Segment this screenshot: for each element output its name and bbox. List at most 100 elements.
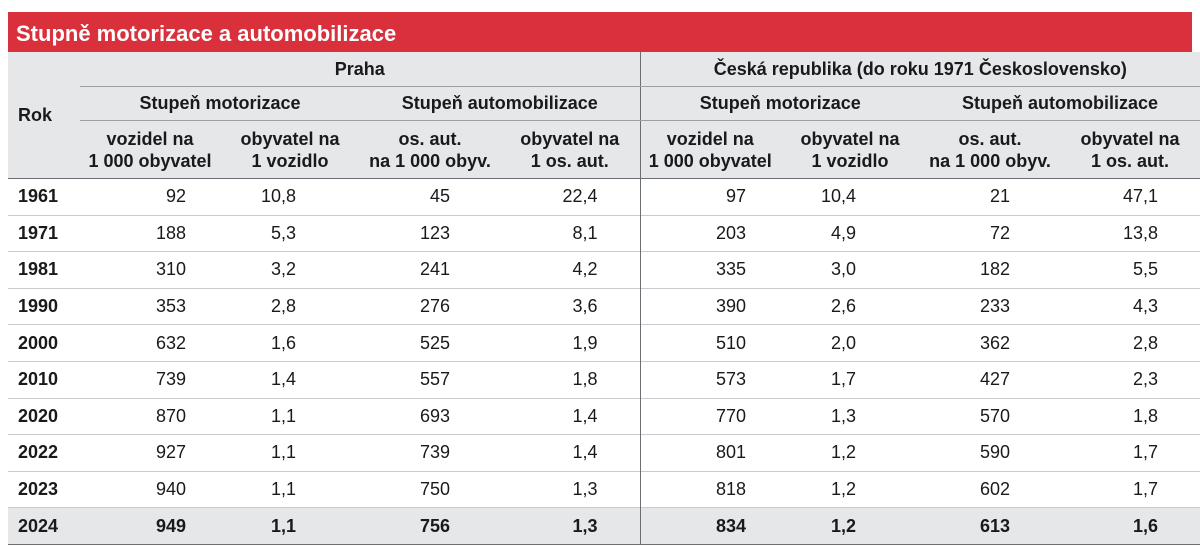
- table-cell: 123: [360, 214, 500, 252]
- row-year: 2024: [8, 507, 80, 545]
- table-cell: 801: [640, 434, 781, 472]
- table-cell: 72: [920, 214, 1061, 252]
- table-cell: 362: [920, 324, 1061, 362]
- column-header-line: vozidel na: [666, 128, 754, 149]
- row-year: 2010: [8, 360, 80, 399]
- table-cell: 739: [360, 434, 500, 472]
- column-header-line: vozidel na: [106, 128, 194, 149]
- header-group-praha-motorizace: Stupeň motorizace: [80, 86, 360, 121]
- column-header-line: 1 vozidlo: [811, 150, 889, 171]
- table-cell: 1,8: [1060, 397, 1200, 435]
- table-cell: 310: [80, 251, 220, 289]
- table-cell: 1,1: [220, 470, 360, 508]
- table-cell: 1,1: [220, 434, 360, 472]
- column-header-line: na 1 000 obyv.: [369, 150, 491, 171]
- table-cell: 2,0: [780, 324, 921, 362]
- row-year: 2022: [8, 434, 80, 472]
- table-row: 1971 188 5,3 123 8,1 203 4,9 72 13,8: [8, 214, 1200, 252]
- table-cell: 8,1: [500, 214, 641, 252]
- table-cell: 557: [360, 360, 500, 399]
- column-header: os. aut. na 1 000 obyv.: [920, 120, 1061, 179]
- table-cell: 1,8: [500, 360, 641, 399]
- table-cell: 1,4: [500, 434, 641, 472]
- table-cell: 693: [360, 397, 500, 435]
- row-year: 2023: [8, 470, 80, 508]
- column-header: vozidel na 1 000 obyvatel: [80, 120, 220, 179]
- table-cell: 613: [920, 507, 1061, 545]
- table-cell: 1,2: [780, 470, 921, 508]
- table-cell: 3,6: [500, 287, 641, 325]
- column-header: obyvatel na 1 os. aut.: [500, 120, 641, 179]
- table-cell: 4,3: [1060, 287, 1200, 325]
- table-cell: 92: [80, 178, 220, 216]
- row-year: 2000: [8, 324, 80, 362]
- table-cell: 1,7: [1060, 434, 1200, 472]
- table-cell: 1,7: [1060, 470, 1200, 508]
- header-group-cr-automobilizace: Stupeň automobilizace: [920, 86, 1200, 121]
- table-row: 1961 92 10,8 45 22,4 97 10,4 21 47,1: [8, 178, 1200, 216]
- table-title: Stupně motorizace a automobilizace: [8, 12, 1192, 52]
- table-cell: 1,2: [780, 434, 921, 472]
- table-cell: 203: [640, 214, 781, 252]
- table-row: 1990 353 2,8 276 3,6 390 2,6 233 4,3: [8, 287, 1200, 325]
- table-cell: 750: [360, 470, 500, 508]
- table-cell: 390: [640, 287, 781, 325]
- table-container: Stupně motorizace a automobilizace Rok P…: [8, 12, 1200, 545]
- table-row: 2024 949 1,1 756 1,3 834 1,2 613 1,6: [8, 507, 1200, 545]
- table-header: Rok Praha Česká republika (do roku 1971 …: [8, 52, 1200, 179]
- table-cell: 1,7: [780, 360, 921, 399]
- table-cell: 353: [80, 287, 220, 325]
- table-cell: 47,1: [1060, 178, 1200, 216]
- row-year: 1971: [8, 214, 80, 252]
- table-cell: 870: [80, 397, 220, 435]
- column-header-line: obyvatel na: [800, 128, 900, 149]
- table-row: 2010 739 1,4 557 1,8 573 1,7 427 2,3: [8, 360, 1200, 399]
- table-cell: 834: [640, 507, 781, 545]
- column-header-line: 1 vozidlo: [251, 150, 329, 171]
- table-cell: 927: [80, 434, 220, 472]
- row-year: 2020: [8, 397, 80, 435]
- table-cell: 949: [80, 507, 220, 545]
- column-header: obyvatel na 1 vozidlo: [780, 120, 921, 179]
- table-row: 1981 310 3,2 241 4,2 335 3,0 182 5,5: [8, 251, 1200, 289]
- column-header-line: obyvatel na: [1080, 128, 1180, 149]
- table-cell: 3,0: [780, 251, 921, 289]
- table-cell: 590: [920, 434, 1061, 472]
- table-cell: 525: [360, 324, 500, 362]
- table-cell: 1,1: [220, 397, 360, 435]
- table-cell: 5,3: [220, 214, 360, 252]
- table-cell: 3,2: [220, 251, 360, 289]
- table-cell: 2,8: [1060, 324, 1200, 362]
- table-cell: 818: [640, 470, 781, 508]
- column-header-line: os. aut.: [958, 128, 1022, 149]
- table-cell: 1,4: [500, 397, 641, 435]
- table-cell: 233: [920, 287, 1061, 325]
- column-header: obyvatel na 1 os. aut.: [1060, 120, 1200, 179]
- table-cell: 2,3: [1060, 360, 1200, 399]
- column-header-line: 1 os. aut.: [1091, 150, 1170, 171]
- table-cell: 335: [640, 251, 781, 289]
- data-table: Rok Praha Česká republika (do roku 1971 …: [8, 52, 1200, 545]
- table-cell: 1,4: [220, 360, 360, 399]
- column-header-line: obyvatel na: [240, 128, 340, 149]
- header-group-cr-motorizace: Stupeň motorizace: [640, 86, 921, 121]
- table-cell: 570: [920, 397, 1061, 435]
- table-cell: 97: [640, 178, 781, 216]
- table-row: 2000 632 1,6 525 1,9 510 2,0 362 2,8: [8, 324, 1200, 362]
- table-cell: 510: [640, 324, 781, 362]
- row-year: 1990: [8, 287, 80, 325]
- table-cell: 1,6: [220, 324, 360, 362]
- header-region-cr: Česká republika (do roku 1971 Českoslove…: [640, 52, 1200, 87]
- table-cell: 1,1: [220, 507, 360, 545]
- table-cell: 573: [640, 360, 781, 399]
- table-cell: 13,8: [1060, 214, 1200, 252]
- table-cell: 5,5: [1060, 251, 1200, 289]
- table-cell: 182: [920, 251, 1061, 289]
- table-cell: 45: [360, 178, 500, 216]
- table-cell: 241: [360, 251, 500, 289]
- table-cell: 276: [360, 287, 500, 325]
- table-body: 1961 92 10,8 45 22,4 97 10,4 21 47,1 1971 188 5,3 12…: [8, 178, 1200, 545]
- table-cell: 2,8: [220, 287, 360, 325]
- table-row: 2023 940 1,1 750 1,3 818 1,2 602 1,7: [8, 470, 1200, 508]
- table-cell: 188: [80, 214, 220, 252]
